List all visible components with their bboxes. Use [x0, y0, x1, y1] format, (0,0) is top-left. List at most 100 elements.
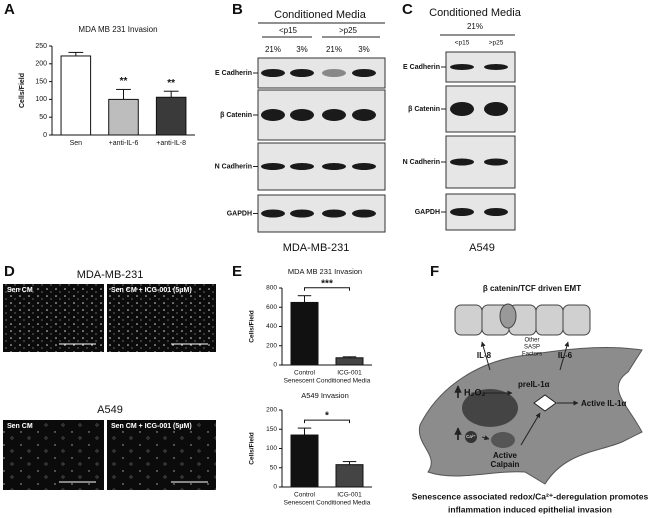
lane-label: 3% [296, 45, 308, 54]
diagram [418, 303, 643, 485]
blot-band [450, 64, 474, 70]
blot-header: Conditioned Media [429, 7, 522, 19]
x-tick-label: Sen [70, 140, 83, 147]
y-tick-label: 50 [270, 464, 278, 471]
x-axis-label: Senescent Conditioned Media [284, 378, 371, 385]
diagram-label: IL-6 [558, 351, 573, 360]
y-tick-label: 0 [273, 362, 277, 369]
diagram-label: Other [524, 338, 539, 344]
cell-line: MDA-MB-231 [283, 242, 350, 254]
cleavage [533, 394, 557, 412]
diagram-label: IL-8 [477, 351, 492, 360]
invading-cell [499, 303, 517, 329]
lane-label: 21% [265, 45, 281, 54]
blot-band [484, 64, 508, 70]
protein-label: N Cadherin [403, 159, 440, 166]
protein-label: β Catenin [408, 106, 440, 113]
panel-label: C [402, 1, 413, 18]
epithelial-cell [562, 304, 591, 336]
blot-strip [445, 193, 516, 231]
diagram-label: Calpain [491, 460, 520, 469]
image-label: Sen CM [7, 423, 33, 430]
blot-band [290, 163, 314, 170]
micrograph-cells [107, 420, 216, 490]
diagram-label: Ca²⁺ [466, 434, 476, 439]
diagram-label: Active IL-1α [581, 399, 626, 408]
protein-label: E Cadherin [215, 70, 252, 77]
panel-label: A [4, 1, 15, 18]
cell-line: A549 [97, 404, 123, 416]
micrograph-cells [3, 420, 104, 490]
diagram-label: H₂O₂ [464, 387, 486, 397]
diagram-label: SASP [524, 345, 540, 351]
x-tick-label: ICG-001 [337, 370, 362, 377]
blot-band [322, 69, 346, 77]
protein-label: β Catenin [220, 112, 252, 119]
bar [290, 434, 319, 488]
x-tick-label: ICG-001 [337, 492, 362, 499]
chart-title: MDA MB 231 Invasion [78, 25, 157, 34]
annotation: ** [120, 76, 128, 87]
bar [290, 301, 319, 366]
image-label: Sen CM [7, 287, 33, 294]
y-tick-label: 200 [35, 61, 47, 68]
y-tick-label: 800 [266, 285, 277, 292]
y-axis-label: Cells/Field [249, 432, 256, 465]
blot-band [352, 109, 376, 121]
blot-band [261, 109, 285, 121]
blot-band [450, 158, 474, 166]
y-tick-label: 400 [266, 323, 277, 330]
diagram-label: β catenin/TCF driven EMT [483, 284, 581, 293]
protein-label: N Cadherin [215, 163, 252, 170]
annotation: ** [167, 78, 175, 89]
blot-band [322, 163, 346, 170]
blot-band [484, 208, 508, 216]
blot-band [352, 69, 376, 77]
diagram-label: preIL-1α [518, 380, 550, 389]
bar [155, 96, 187, 136]
significance: *** [321, 278, 333, 289]
x-tick-label: +anti-IL-8 [156, 140, 186, 147]
blot-band [450, 102, 474, 116]
y-tick-label: 0 [43, 132, 47, 139]
chart-title: A549 Invasion [301, 391, 349, 400]
y-tick-label: 150 [266, 426, 277, 433]
protein-label: GAPDH [227, 210, 252, 217]
y-tick-label: 100 [35, 96, 47, 103]
bar [335, 464, 364, 488]
arrow [520, 412, 541, 446]
y-tick-label: 200 [266, 342, 277, 349]
significance: * [325, 411, 329, 422]
blot-header: Conditioned Media [274, 9, 367, 21]
blot-band [290, 209, 314, 218]
chart-title: MDA MB 231 Invasion [288, 267, 362, 276]
nucleus [462, 389, 518, 427]
significance-bracket [304, 419, 350, 424]
caption: inflammation induced epithelial invasion [448, 504, 612, 514]
lane-label: 3% [358, 45, 370, 54]
cell-line: MDA-MB-231 [77, 269, 144, 281]
bar [108, 98, 139, 136]
blot-band [290, 109, 314, 121]
arrow [481, 435, 490, 441]
blot-band [261, 163, 285, 170]
bar [60, 55, 92, 136]
group-label: >p25 [339, 26, 358, 35]
group-label: <p15 [279, 26, 298, 35]
blot-band [450, 208, 474, 216]
lane-label: >p25 [489, 40, 504, 47]
panel-label: B [232, 1, 243, 18]
arrow [480, 341, 491, 371]
panel-label: D [4, 263, 15, 280]
blot-band [484, 158, 508, 166]
lane-label: 21% [326, 45, 342, 54]
blot-band [484, 102, 508, 116]
blot-band [352, 163, 376, 170]
blot-band [352, 209, 376, 218]
protein-label: GAPDH [415, 209, 440, 216]
arrow [559, 341, 570, 371]
diagram-label: Factors [522, 352, 542, 358]
epithelial-cell [535, 304, 564, 336]
condition: 21% [467, 22, 483, 31]
